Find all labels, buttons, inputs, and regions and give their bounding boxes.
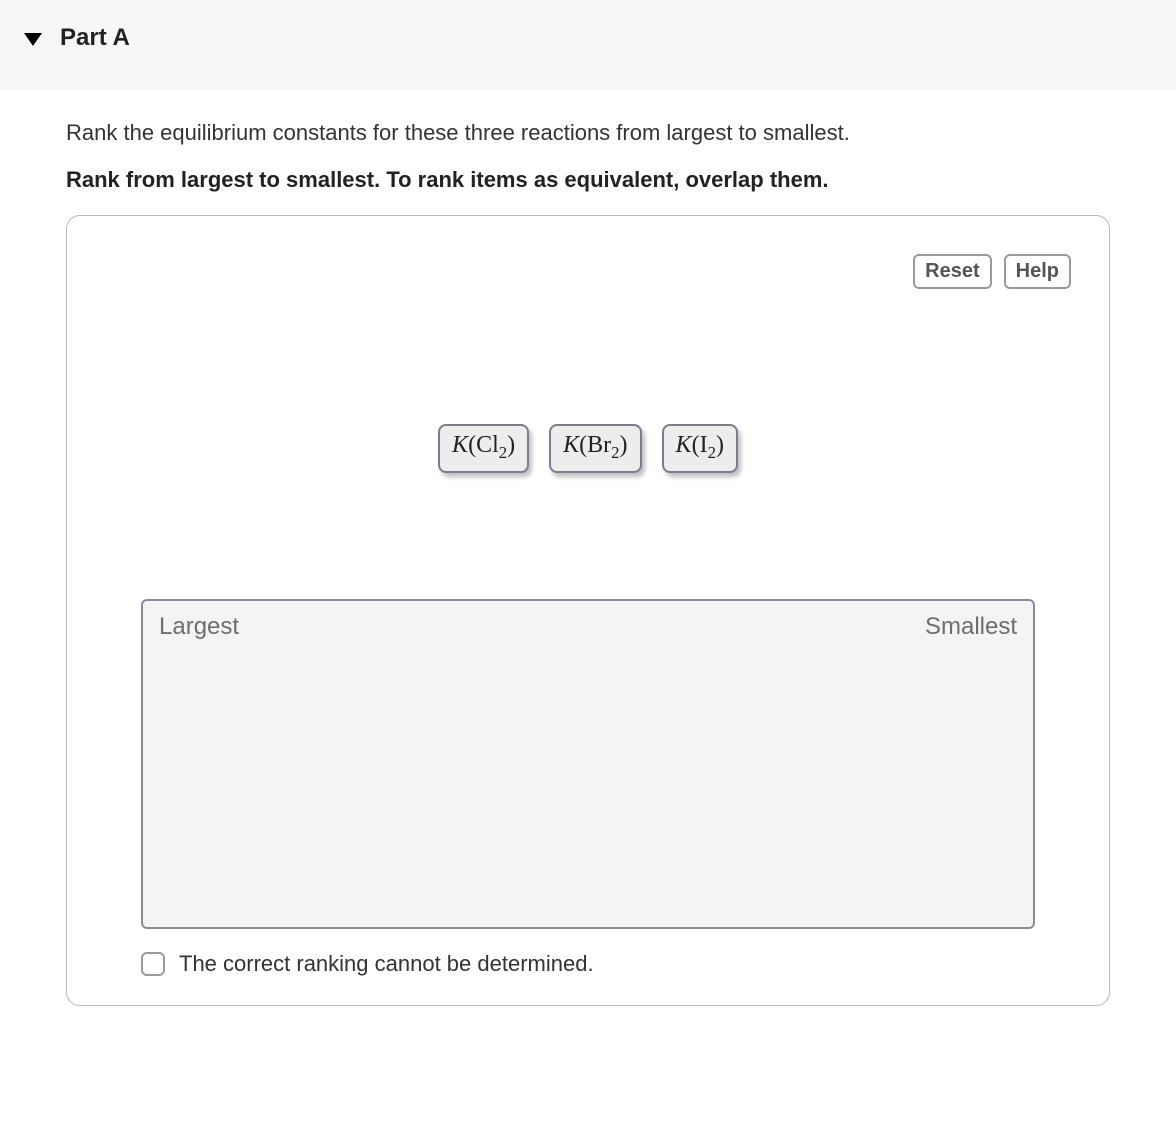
chip-element: I [700, 432, 708, 458]
help-button[interactable]: Help [1004, 254, 1071, 289]
chip-element: Br [587, 432, 611, 458]
chip-close-paren: ) [507, 432, 515, 458]
question-content: Rank the equilibrium constants for these… [0, 90, 1176, 1006]
ranking-drop-zone[interactable]: Largest Smallest [141, 599, 1035, 929]
rank-chip-k-i2[interactable]: K(I2) [662, 424, 738, 473]
cannot-determine-checkbox[interactable] [141, 952, 165, 976]
chip-k-label: K [452, 432, 468, 458]
chip-element: Cl [476, 432, 499, 458]
part-header[interactable]: Part A [0, 0, 1176, 90]
ranking-work-area: Reset Help K(Cl2) K(Br2) K(I2) Largest S… [66, 215, 1110, 1006]
draggable-chip-stage: K(Cl2) K(Br2) K(I2) [105, 299, 1071, 599]
chip-k-label: K [676, 432, 692, 458]
cannot-determine-label: The correct ranking cannot be determined… [179, 951, 594, 977]
reset-button[interactable]: Reset [913, 254, 991, 289]
collapse-caret-icon[interactable] [24, 33, 42, 46]
rank-chip-k-br2[interactable]: K(Br2) [549, 424, 641, 473]
question-instructions: Rank from largest to smallest. To rank i… [66, 167, 1110, 193]
chip-subscript: 2 [499, 443, 507, 462]
chip-close-paren: ) [716, 432, 724, 458]
chip-open-paren: ( [692, 432, 700, 458]
chip-k-label: K [563, 432, 579, 458]
cannot-determine-row: The correct ranking cannot be determined… [141, 951, 1071, 977]
chip-close-paren: ) [620, 432, 628, 458]
chip-subscript: 2 [611, 443, 619, 462]
rank-chip-k-cl2[interactable]: K(Cl2) [438, 424, 529, 473]
page-root: Part A Rank the equilibrium constants fo… [0, 0, 1176, 1006]
chip-open-paren: ( [468, 432, 476, 458]
question-prompt: Rank the equilibrium constants for these… [66, 118, 1110, 149]
drop-zone-left-label: Largest [159, 613, 239, 641]
part-title: Part A [60, 24, 130, 52]
control-button-row: Reset Help [105, 254, 1071, 289]
chip-subscript: 2 [708, 443, 716, 462]
drop-zone-right-label: Smallest [925, 613, 1017, 641]
chip-open-paren: ( [579, 432, 587, 458]
